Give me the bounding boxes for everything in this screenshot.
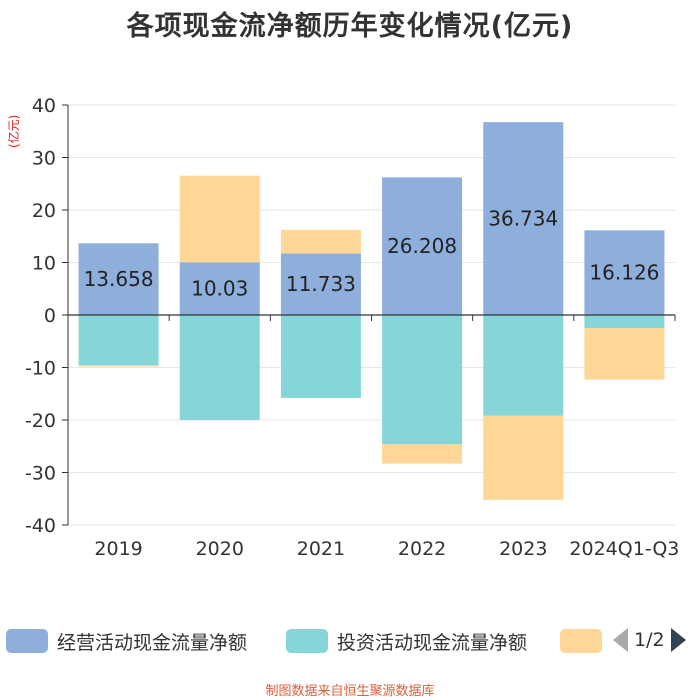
bar-investing-2023 xyxy=(483,315,564,416)
legend-swatch-investing xyxy=(286,629,328,653)
data-label: 16.126 xyxy=(589,261,659,285)
legend-swatch-financing xyxy=(560,629,602,653)
bar-operating-2019 xyxy=(78,243,159,315)
bar-chart: 40 30 20 10 0 -10 -20 -30 -40 13.658 2019 10.03 2020… xyxy=(25,95,679,560)
y-tick-label: 30 xyxy=(32,148,56,170)
data-label: 36.734 xyxy=(488,207,558,231)
data-source: 制图数据来自恒生聚源数据库 xyxy=(265,684,435,699)
bar-investing-2021 xyxy=(280,315,361,398)
data-label: 10.03 xyxy=(191,277,248,301)
legend-item-investing[interactable]: 投资活动现金流量净额 xyxy=(286,624,527,658)
data-label: 11.733 xyxy=(286,272,356,296)
chart-title: 各项现金流净额历年变化情况(亿元) xyxy=(126,11,574,42)
x-tick-label: 2019 xyxy=(94,538,142,560)
data-label: 26.208 xyxy=(387,234,457,258)
bar-operating-2021 xyxy=(280,253,361,315)
data-label: 13.658 xyxy=(84,267,154,291)
y-tick-label: -20 xyxy=(25,410,56,432)
legend-page-indicator: 1/2 xyxy=(634,629,665,651)
y-tick-label: -30 xyxy=(25,463,56,485)
y-tick-label: 40 xyxy=(32,95,56,117)
y-tick-label: -10 xyxy=(25,358,56,380)
bar-operating-2023 xyxy=(483,122,564,315)
x-tick-label: 2024Q1-Q3 xyxy=(569,538,679,560)
legend-label-operating: 经营活动现金流量净额 xyxy=(57,631,248,654)
y-tick-label: 10 xyxy=(32,253,56,275)
bar-operating-2020 xyxy=(179,262,260,315)
x-tick-label: 2020 xyxy=(196,538,244,560)
bar-operating-2022 xyxy=(382,177,463,315)
x-tick-label: 2023 xyxy=(499,538,547,560)
bar-investing-2020 xyxy=(179,315,260,420)
bar-investing-2019 xyxy=(78,315,159,366)
y-tick-label: 0 xyxy=(44,305,56,327)
legend-label-investing: 投资活动现金流量净额 xyxy=(337,631,528,654)
legend-next-icon[interactable] xyxy=(670,628,686,652)
x-tick-label: 2022 xyxy=(398,538,446,560)
bar-financing-2022 xyxy=(382,444,463,464)
bar-financing-2020 xyxy=(179,175,260,263)
bar-investing-2024Q1-Q3 xyxy=(584,315,665,329)
legend-pager: 1/2 xyxy=(613,628,686,652)
legend: 经营活动现金流量净额 投资活动现金流量净额 xyxy=(0,624,700,658)
y-tick-label: 20 xyxy=(32,200,56,222)
x-tick-label: 2021 xyxy=(297,538,345,560)
bar-operating-2024Q1-Q3 xyxy=(584,230,665,315)
legend-item-financing[interactable] xyxy=(560,624,611,658)
legend-item-operating[interactable]: 经营活动现金流量净额 xyxy=(6,624,247,658)
legend-prev-icon[interactable] xyxy=(613,628,628,652)
bar-financing-2019 xyxy=(78,365,159,367)
bar-financing-2024Q1-Q3 xyxy=(584,328,665,380)
legend-swatch-operating xyxy=(6,629,48,653)
bar-investing-2022 xyxy=(382,315,463,445)
bar-financing-2021 xyxy=(280,229,361,254)
y-tick-label: -40 xyxy=(25,515,56,537)
bar-financing-2023 xyxy=(483,415,564,500)
